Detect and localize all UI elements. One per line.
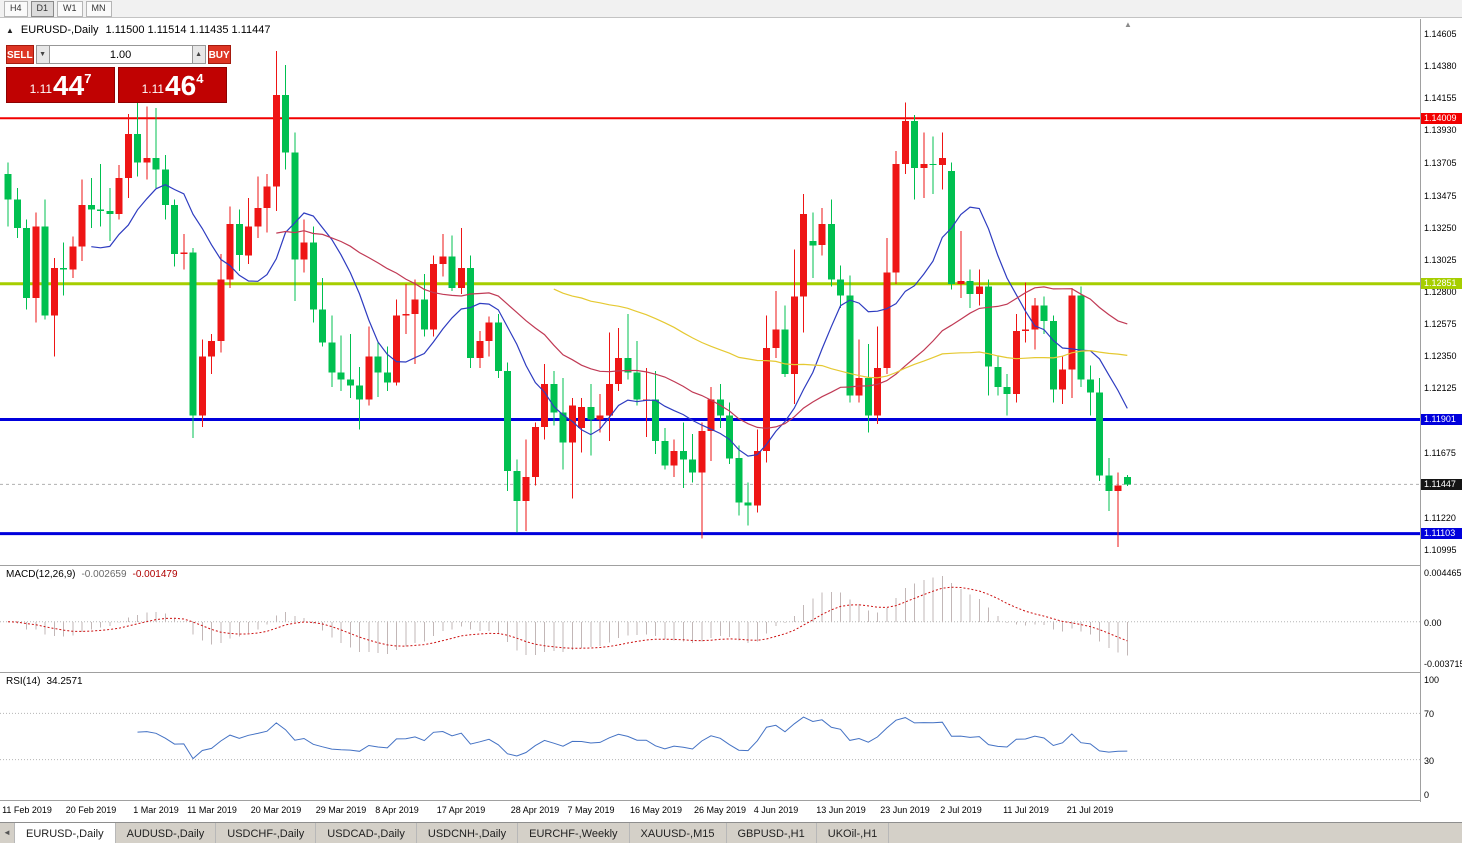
rsi-name: RSI(14) <box>6 676 41 687</box>
tab-scroll-left-icon[interactable]: ◄ <box>0 823 15 843</box>
date-label: 16 May 2019 <box>629 805 683 815</box>
one-click-toggle-icon[interactable]: ▲ <box>6 25 14 35</box>
rsi-value: 34.2571 <box>46 676 83 687</box>
date-label: 7 May 2019 <box>567 805 615 815</box>
chart-tab-eurchf[interactable]: EURCHF-,Weekly <box>518 823 630 843</box>
date-label: 20 Mar 2019 <box>250 805 302 815</box>
date-label: 1 Mar 2019 <box>133 805 179 815</box>
macd-tick: 0.00 <box>1424 618 1442 628</box>
date-label: 8 Apr 2019 <box>375 805 419 815</box>
symbol-period-label: EURUSD-,Daily <box>20 24 99 36</box>
chart-tabs-bar: ◄ EURUSD-,Daily AUDUSD-,Daily USDCHF-,Dail… <box>0 822 1462 843</box>
volume-decrease-icon[interactable]: ▼ <box>35 45 50 64</box>
ask-price-pip: 4 <box>196 71 204 86</box>
buy-button[interactable]: BUY <box>207 45 231 64</box>
macd-name: MACD(12,26,9) <box>6 569 76 580</box>
price-tick: 1.13025 <box>1424 255 1457 265</box>
bid-price-pip: 7 <box>84 71 92 86</box>
ohlc-readout: 1.11500 1.11514 1.11435 1.11447 <box>105 24 271 36</box>
price-level-badge: 1.11901 <box>1421 414 1462 425</box>
timeframe-button-w1[interactable]: W1 <box>57 0 83 17</box>
ask-price-prefix: 1.11 <box>141 82 165 96</box>
date-label: 23 Jun 2019 <box>880 805 930 815</box>
chart-tab-audusd[interactable]: AUDUSD-,Daily <box>116 823 217 843</box>
date-label: 17 Apr 2019 <box>436 805 486 815</box>
ask-price-main: 46 <box>165 70 197 101</box>
price-tick: 1.12800 <box>1424 287 1457 297</box>
chart-tab-usdcad[interactable]: USDCAD-,Daily <box>316 823 417 843</box>
price-tick: 1.12575 <box>1424 319 1457 329</box>
timeframe-button-mn[interactable]: MN <box>85 0 112 17</box>
macd-tick: -0.003715 <box>1424 659 1462 669</box>
date-label: 11 Mar 2019 <box>187 805 237 815</box>
price-tick: 1.13475 <box>1424 191 1457 201</box>
chart-tab-xauusd[interactable]: XAUUSD-,M15 <box>630 823 727 843</box>
chart-tab-list: EURUSD-,Daily AUDUSD-,Daily USDCHF-,Daily U… <box>15 823 890 843</box>
price-level-badge: 1.12851 <box>1421 278 1462 289</box>
macd-value: -0.002659 <box>81 569 127 580</box>
date-label: 28 Apr 2019 <box>510 805 560 815</box>
date-label: 4 Jun 2019 <box>753 805 799 815</box>
one-click-trading-panel: SELL ▼ ▲ BUY 1.11 44 7 1.11 46 4 <box>6 45 231 103</box>
scroll-to-end-icon[interactable]: ▲ <box>1124 20 1132 29</box>
date-label: 29 Mar 2019 <box>315 805 367 815</box>
price-level-badge: 1.11447 <box>1421 479 1462 490</box>
timeframe-button-h4[interactable]: H4 <box>4 0 28 17</box>
price-tick: 1.14380 <box>1424 61 1457 71</box>
price-tick: 1.10995 <box>1424 545 1457 555</box>
macd-tick: 0.004465 <box>1424 568 1462 578</box>
date-label: 2 Jul 2019 <box>940 805 982 815</box>
chart-tab-gbpusd[interactable]: GBPUSD-,H1 <box>727 823 817 843</box>
date-label: 11 Jul 2019 <box>1003 805 1049 815</box>
price-tick: 1.13705 <box>1424 158 1457 168</box>
price-tick: 1.11220 <box>1424 513 1456 523</box>
date-label: 26 May 2019 <box>693 805 747 815</box>
price-chart-canvas[interactable] <box>0 19 1420 565</box>
chart-title-bar: ▲ EURUSD-,Daily 1.11500 1.11514 1.11435 … <box>6 24 271 36</box>
timeframe-button-d1[interactable]: D1 <box>30 0 55 17</box>
price-tick: 1.12350 <box>1424 351 1457 361</box>
date-label: 21 Jul 2019 <box>1066 805 1114 815</box>
price-tick: 1.13250 <box>1424 223 1457 233</box>
price-tick: 1.11675 <box>1424 448 1456 458</box>
chart-tab-usdchf[interactable]: USDCHF-,Daily <box>216 823 317 843</box>
time-axis[interactable]: 11 Feb 2019 20 Feb 2019 1 Mar 2019 11 Mar 2… <box>0 801 1420 822</box>
bid-price-main: 44 <box>53 70 85 101</box>
price-axis[interactable]: 1.14605 1.14380 1.14155 1.13930 1.13705 1.134… <box>1420 19 1462 802</box>
price-pane[interactable]: ▲ EURUSD-,Daily 1.11500 1.11514 1.11435 … <box>0 19 1420 566</box>
buy-price-box[interactable]: 1.11 46 4 <box>118 67 227 103</box>
sell-button[interactable]: SELL <box>6 45 34 64</box>
rsi-label: RSI(14) 34.2571 <box>6 676 83 687</box>
rsi-tick: 30 <box>1424 756 1435 766</box>
chart-tab-usdcnh[interactable]: USDCNH-,Daily <box>417 823 519 843</box>
chart-tab-eurusd[interactable]: EURUSD-,Daily <box>15 823 116 843</box>
macd-pane[interactable]: MACD(12,26,9) -0.002659 -0.001479 <box>0 566 1420 673</box>
macd-signal-value: -0.001479 <box>132 569 178 580</box>
price-level-badge: 1.11103 <box>1421 528 1462 539</box>
price-level-badge: 1.14009 <box>1421 113 1462 124</box>
sell-price-box[interactable]: 1.11 44 7 <box>6 67 115 103</box>
price-tick: 1.12125 <box>1424 383 1457 393</box>
timeframe-toolbar: H4 D1 W1 MN <box>0 0 1462 18</box>
rsi-tick: 0 <box>1424 790 1430 800</box>
volume-input[interactable] <box>49 45 192 64</box>
macd-canvas[interactable] <box>0 566 1420 672</box>
rsi-tick: 100 <box>1424 675 1440 685</box>
bid-price-prefix: 1.11 <box>29 82 53 96</box>
rsi-pane[interactable]: RSI(14) 34.2571 <box>0 673 1420 801</box>
date-label: 13 Jun 2019 <box>816 805 866 815</box>
price-tick: 1.14605 <box>1424 29 1457 39</box>
macd-label: MACD(12,26,9) -0.002659 -0.001479 <box>6 569 178 580</box>
date-label: 11 Feb 2019 <box>2 805 52 815</box>
rsi-canvas[interactable] <box>0 673 1420 800</box>
date-label: 20 Feb 2019 <box>65 805 117 815</box>
price-tick: 1.13930 <box>1424 125 1457 135</box>
volume-increase-icon[interactable]: ▲ <box>191 45 206 64</box>
chart-tab-ukoil[interactable]: UKOil-,H1 <box>817 823 890 843</box>
rsi-tick: 70 <box>1424 709 1435 719</box>
volume-stepper: ▼ ▲ <box>35 45 206 64</box>
price-tick: 1.14155 <box>1424 93 1457 103</box>
